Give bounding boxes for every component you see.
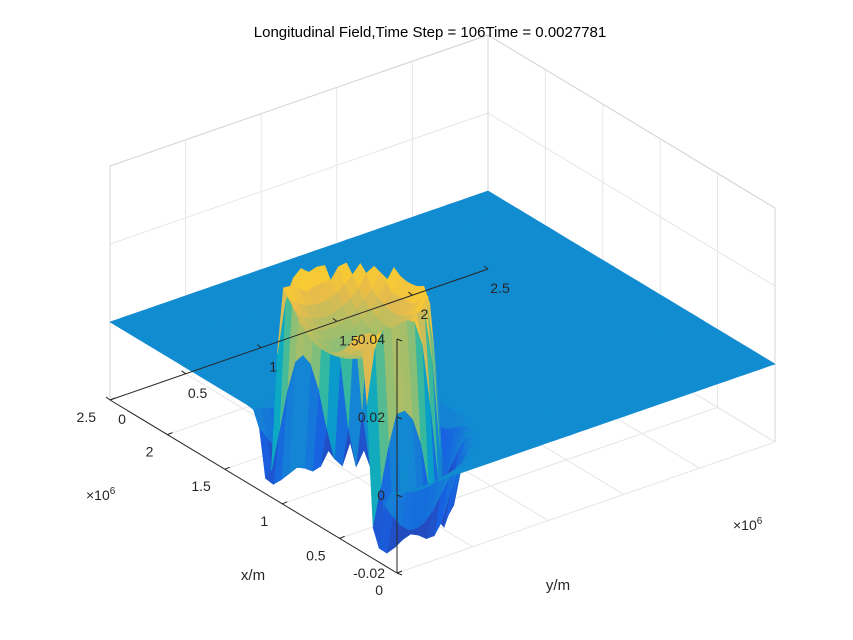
z-tick-label: 0.02 [358, 409, 385, 425]
surface-layer [109, 190, 776, 554]
x-tick-label: 1 [260, 513, 268, 529]
z-tick-mark [396, 572, 403, 576]
grid-line [109, 34, 776, 209]
z-tick-label: 0.04 [358, 331, 385, 347]
x-axis-exponent: ×106 [86, 486, 116, 503]
y-tick-label: 2 [421, 306, 429, 322]
box-edge [109, 34, 489, 167]
y-axis-line [109, 268, 489, 401]
y-tick-mark [105, 396, 111, 401]
y-tick-label: 1 [269, 359, 277, 375]
x-tick-label: 0.5 [306, 547, 326, 563]
x-axis-label: x/m [241, 567, 265, 584]
x-tick-label: 2 [146, 444, 154, 460]
y-tick-label: 1.5 [339, 332, 359, 348]
box-edge [487, 34, 776, 209]
z-tick-mark [396, 416, 403, 420]
x-tick-mark [396, 570, 403, 574]
y-tick-mark [332, 317, 338, 322]
z-tick-label: 0 [377, 487, 385, 503]
x-tick-label: 1.5 [191, 478, 211, 494]
x-tick-label: 2.5 [77, 409, 97, 425]
y-tick-mark [483, 265, 489, 270]
y-tick-mark [181, 370, 186, 375]
z-tick-label: -0.02 [353, 565, 385, 581]
x-tick-mark [282, 501, 288, 505]
y-axis-label: y/m [546, 577, 570, 594]
y-tick-label: 0.5 [188, 385, 208, 401]
z-tick-mark [396, 494, 403, 498]
y-tick-label: 2.5 [490, 280, 510, 296]
x-axis-line [109, 399, 398, 574]
y-tick-label: 0 [118, 411, 126, 427]
y-axis-exponent: ×106 [733, 516, 763, 533]
y-tick-mark [408, 291, 413, 296]
surface-patch [390, 491, 405, 496]
z-tick-mark [396, 338, 403, 342]
x-tick-mark [167, 432, 173, 436]
y-tick-mark [256, 344, 262, 349]
grid-line [396, 441, 776, 574]
x-tick-mark [339, 535, 345, 539]
x-tick-mark [224, 466, 230, 470]
chart-title: Longitudinal Field,Time Step = 106Time =… [254, 24, 606, 41]
x-tick-mark [109, 397, 116, 401]
x-tick-label: 0 [375, 582, 383, 598]
